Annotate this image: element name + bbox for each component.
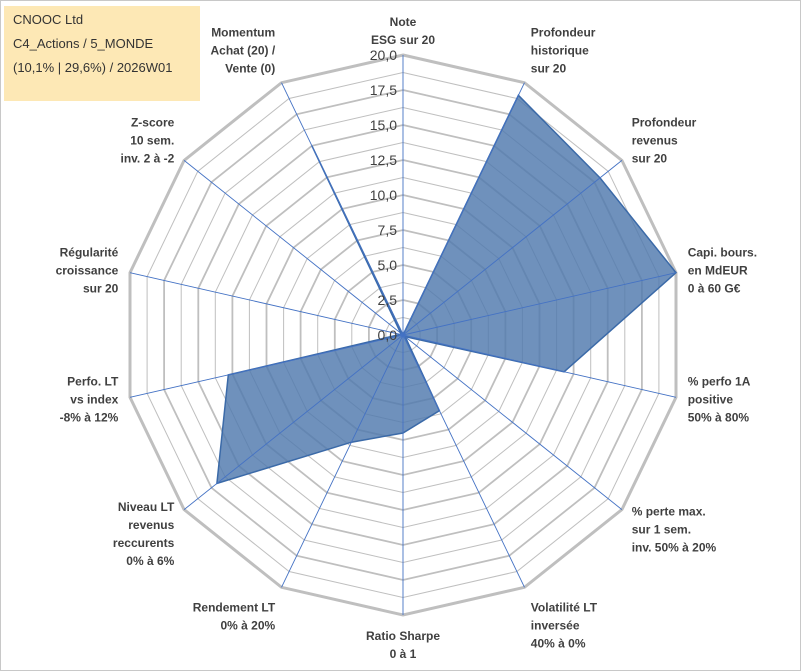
axis-label: revenus — [128, 518, 174, 532]
axis-label: 0% à 20% — [220, 618, 275, 632]
axis-label: % perte max. — [632, 504, 706, 518]
axis-label: -8% à 12% — [60, 411, 119, 425]
axis-label: Perfo. LT — [67, 375, 119, 389]
axis-label: Rendement LT — [193, 600, 276, 614]
axis-label: revenus — [632, 134, 678, 148]
tick-label: 15,0 — [370, 117, 397, 133]
axis-spoke — [183, 334, 404, 510]
axis-label: 0 à 1 — [390, 647, 417, 661]
axis-label: ESG sur 20 — [371, 33, 435, 47]
axis-label: en MdEUR — [688, 264, 748, 278]
axis-label: 0% à 6% — [126, 554, 174, 568]
axis-label: Capi. bours. — [688, 246, 757, 260]
axis-label: reccurents — [113, 536, 175, 550]
axis-label: Profondeur — [632, 116, 697, 130]
performance-label: (10,1% | 29,6%) / 2026W01 — [13, 60, 173, 75]
tick-label: 17,5 — [370, 82, 397, 98]
tick-label: 5,0 — [378, 257, 398, 273]
axis-spoke — [129, 334, 404, 398]
tick-label: 20,0 — [370, 47, 397, 63]
axis-label: historique — [531, 44, 589, 58]
tick-label: 0,0 — [378, 327, 398, 343]
axis-label: 50% à 80% — [688, 411, 750, 425]
axis-spoke — [402, 160, 623, 336]
axis-label: Note — [390, 15, 417, 29]
tick-label: 7,5 — [378, 222, 398, 238]
axis-label: sur 20 — [531, 62, 567, 76]
tick-label: 10,0 — [370, 187, 397, 203]
tick-labels: 0,0 2,5 5,0 7,5 10,0 12,5 15,0 17,5 20,0 — [370, 47, 397, 343]
axis-label: 10 sem. — [130, 134, 174, 148]
axis-label: Momentum — [211, 26, 275, 40]
axis-label: croissance — [56, 264, 119, 278]
axis-label: 0 à 60 G€ — [688, 282, 741, 296]
axis-label: sur 20 — [83, 282, 119, 296]
axis-label: sur 1 sem. — [632, 522, 691, 536]
axis-spoke — [402, 334, 677, 398]
axis-label: inv. 50% à 20% — [632, 540, 717, 554]
axis-label: Vente (0) — [225, 62, 275, 76]
axis-label: % perfo 1A — [688, 375, 751, 389]
axis-label: positive — [688, 393, 734, 407]
axis-spoke — [129, 272, 404, 336]
tick-label: 2,5 — [378, 292, 398, 308]
axis-label: inversée — [531, 618, 580, 632]
company-name: CNOOC Ltd — [13, 12, 84, 27]
axis-label: Volatilité LT — [531, 600, 598, 614]
axis-label: sur 20 — [632, 152, 668, 166]
axis-label: Ratio Sharpe — [366, 629, 440, 643]
axis-label: 40% à 0% — [531, 636, 586, 650]
axis-label: inv. 2 à -2 — [120, 152, 174, 166]
axis-label: Niveau LT — [118, 500, 175, 514]
tick-label: 12,5 — [370, 152, 397, 168]
axis-label: vs index — [70, 393, 118, 407]
axis-spoke — [281, 334, 404, 588]
axis-label: Profondeur — [531, 26, 596, 40]
axis-spoke — [402, 82, 525, 336]
info-box: CNOOC Ltd C4_Actions / 5_MONDE (10,1% | … — [4, 6, 200, 101]
axis-labels: Note ESG sur 20 Profondeur historique sur 20… — [56, 15, 757, 661]
axis-spokes — [129, 55, 677, 615]
axis-spoke — [183, 160, 404, 336]
axis-label: Z-score — [131, 116, 175, 130]
axis-spoke — [402, 272, 677, 336]
axis-spoke — [402, 334, 525, 588]
category-label: C4_Actions / 5_MONDE — [13, 36, 154, 51]
axis-spoke — [281, 82, 404, 336]
axis-label: Achat (20) / — [211, 44, 276, 58]
axis-spoke — [402, 334, 623, 510]
axis-label: Régularité — [60, 246, 119, 260]
